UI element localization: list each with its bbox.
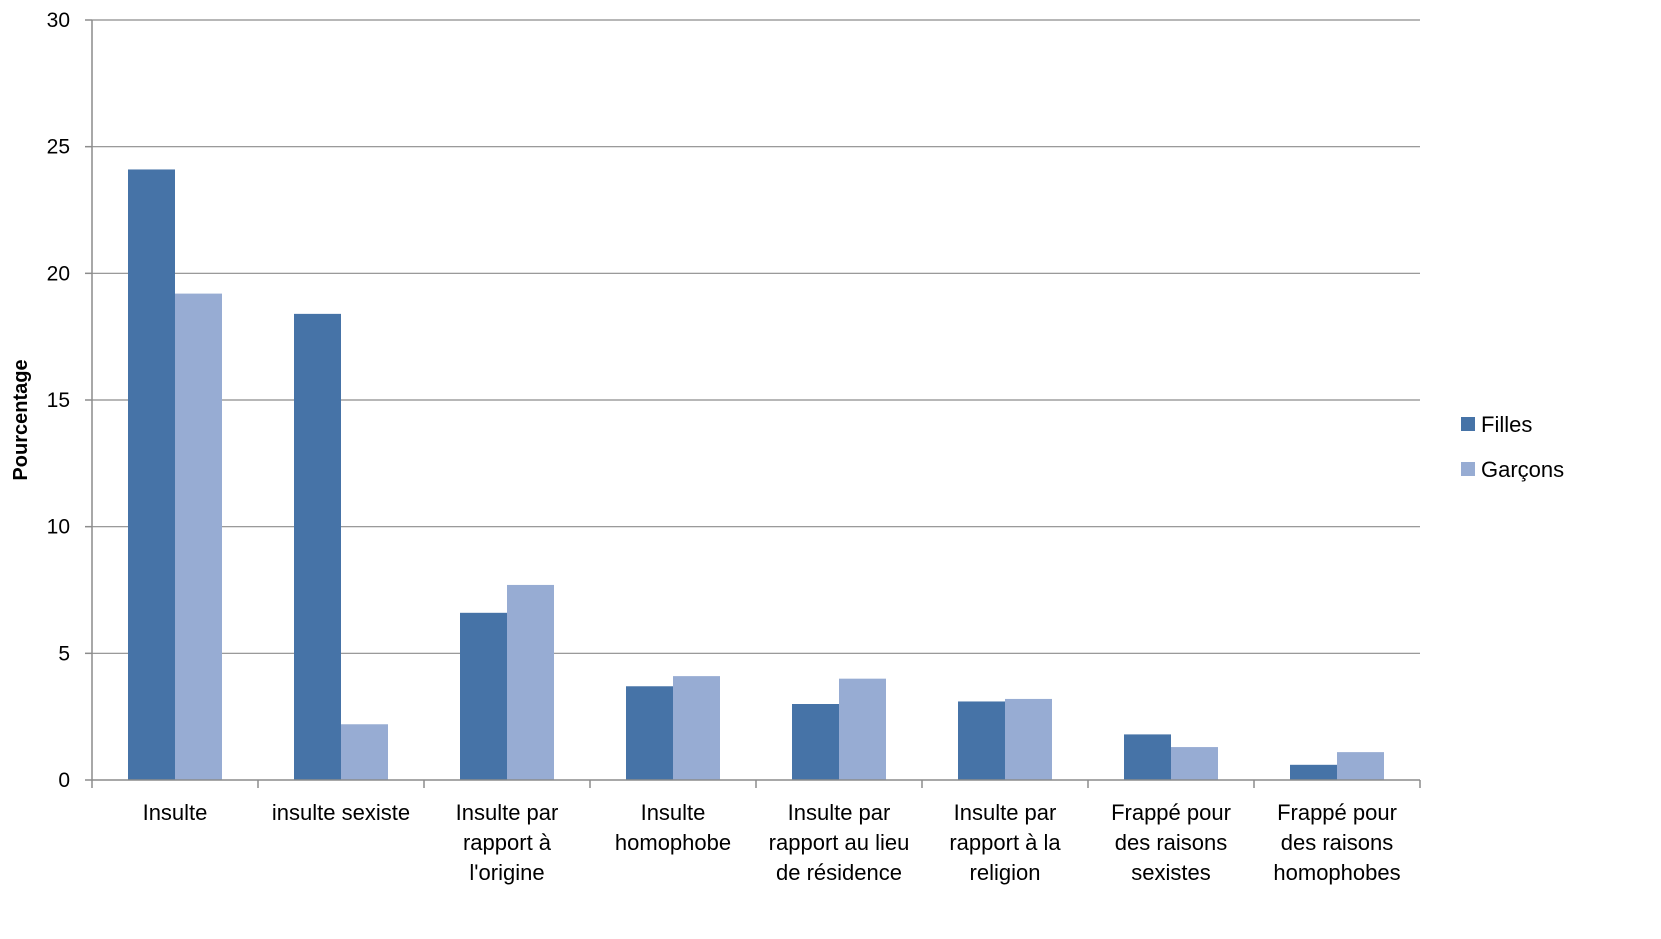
bar-garons-2 [507,584,554,780]
bar-filles-2 [460,612,507,780]
y-tick-label: 5 [58,642,70,665]
y-tick-labels: 0 5 10 15 20 25 30 [47,9,70,792]
y-tick-label: 20 [47,262,70,285]
bar-garons-6 [1171,747,1218,780]
legend-label: Filles [1481,412,1532,437]
y-tick-label: 25 [47,136,70,159]
bar-garons-1 [341,724,388,780]
bar-filles-5 [958,701,1005,780]
y-tick-label: 30 [47,9,70,32]
x-category-label: Insulte [143,800,208,825]
legend-label: Garçons [1481,457,1564,482]
bar-filles-0 [128,169,175,780]
x-category-labels: Insulte insulte sexiste Insulte par rapport… [143,800,1401,885]
bar-garons-7 [1337,752,1384,780]
bar-garons-4 [839,678,886,780]
legend-swatch [1461,417,1475,431]
gridlines [92,19,1420,654]
y-tick-label: 15 [47,389,70,412]
legend: Filles Garçons [1461,412,1564,482]
x-category-label: Insulte par rapport au lieu de résidence [769,800,910,885]
x-category-label: Insulte homophobe [615,800,731,855]
x-category-label: Frappé pour des raisons homophobes [1273,800,1400,885]
bar-filles-4 [792,704,839,780]
bar-filles-1 [294,313,341,780]
bar-garons-5 [1005,698,1052,780]
bars [128,169,1384,780]
x-category-label: Frappé pour des raisons sexistes [1111,800,1231,885]
legend-swatch [1461,462,1475,476]
bar-filles-3 [626,686,673,780]
y-tick-label: 10 [47,516,70,539]
y-tick-label: 0 [58,769,70,792]
bar-garons-0 [175,293,222,780]
x-category-label: Insulte par rapport à la religion [949,800,1061,885]
bar-filles-7 [1290,764,1337,780]
y-axis-label: Pourcentage [10,359,32,480]
x-category-label: Insulte par rapport à l'origine [456,800,559,885]
axes [85,19,1421,788]
bar-garons-3 [673,676,720,780]
bar-filles-6 [1124,734,1171,780]
x-category-label: insulte sexiste [272,800,410,825]
